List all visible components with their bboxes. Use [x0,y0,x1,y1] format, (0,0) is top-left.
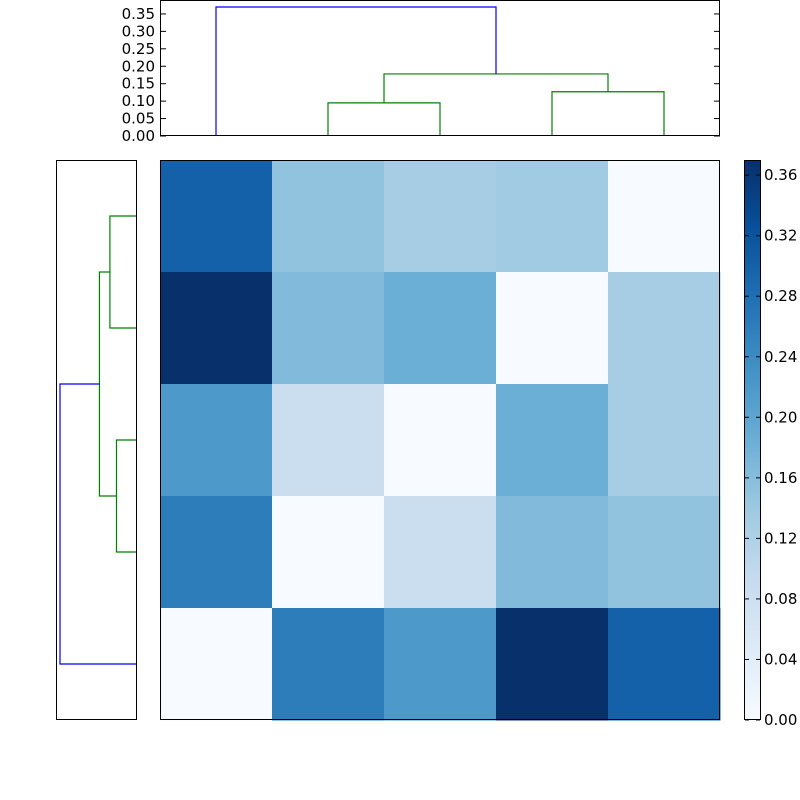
heatmap-cell-r4-c0 [160,608,273,721]
colorbar-tick-label: 0.08 [764,590,797,608]
heatmap-cell-r3-c0 [160,496,273,609]
heatmap-cell-r1-c0 [160,272,273,385]
heatmap-cell-r4-c4 [608,608,721,721]
colorbar-tick-label: 0.20 [764,408,797,426]
heatmap-cell-r2-c4 [608,384,721,497]
heatmap-cell-r1-c3 [496,272,609,385]
left-dendrogram-link-0 [109,215,136,329]
top-dendrogram-link-3 [215,6,497,136]
heatmap-cell-r1-c1 [272,272,385,385]
heatmap-cell-r2-c1 [272,384,385,497]
heatmap-cell-r3-c2 [384,496,497,609]
left-dendrogram [56,160,137,720]
heatmap-cell-r4-c1 [272,608,385,721]
colorbar-tick-label: 0.12 [764,529,797,547]
top-ytick-label: 0.30 [122,22,155,40]
heatmap-cell-r0-c2 [384,160,497,273]
colorbar-tick-label: 0.00 [764,711,797,729]
heatmap-cell-r1-c2 [384,272,497,385]
top-dendrogram: 0.000.050.100.150.200.250.300.35 [122,0,720,145]
colorbar-tick-label: 0.32 [764,227,797,245]
top-ytick-label: 0.00 [122,127,155,145]
heatmap-cell-r2-c2 [384,384,497,497]
heatmap-cell-r0-c1 [272,160,385,273]
heatmap-cell-r0-c0 [160,160,273,273]
heatmap-cell-r2-c0 [160,384,273,497]
heatmap-cell-r2-c3 [496,384,609,497]
top-ytick-label: 0.05 [122,110,155,128]
top-ytick-label: 0.15 [122,75,155,93]
top-ytick-label: 0.10 [122,92,155,110]
heatmap [160,160,721,721]
colorbar-tick-label: 0.24 [764,348,797,366]
top-ytick-label: 0.20 [122,57,155,75]
heatmap-cell-r3-c4 [608,496,721,609]
colorbar-tick-label: 0.04 [764,650,797,668]
colorbar: 0.00 0.04 0.08 0.12 0.16 0.20 0.24 0.28 0.32 0.36 [744,160,797,729]
colorbar-tick-label: 0.36 [764,166,797,184]
top-ytick-label: 0.35 [122,5,155,23]
top-dendrogram-link-0 [327,102,441,136]
heatmap-cell-r3-c1 [272,496,385,609]
heatmap-cell-r4-c2 [384,608,497,721]
top-ytick-label: 0.25 [122,40,155,58]
heatmap-cell-r4-c3 [496,608,609,721]
heatmap-cell-r0-c4 [608,160,721,273]
heatmap-cell-r1-c4 [608,272,721,385]
left-dendrogram-link-3 [59,383,136,665]
heatmap-cell-r0-c3 [496,160,609,273]
colorbar-tick-label: 0.28 [764,287,797,305]
heatmap-cell-r3-c3 [496,496,609,609]
colorbar-tick-label: 0.16 [764,469,797,487]
